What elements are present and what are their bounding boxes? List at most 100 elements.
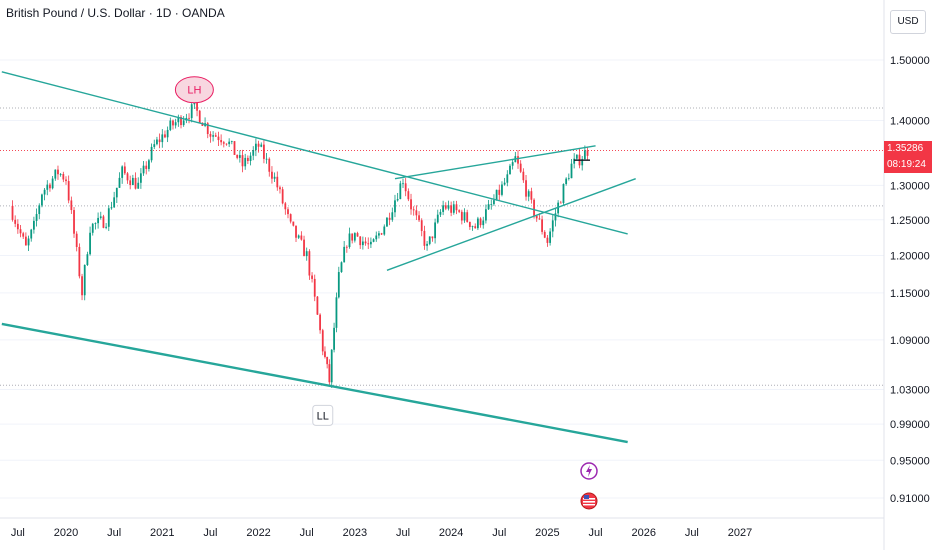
currency-selector[interactable]: USD — [890, 10, 926, 34]
candle-body — [372, 239, 375, 242]
ll-badge — [312, 404, 334, 426]
candle-body — [311, 275, 313, 279]
candle-body — [62, 174, 65, 180]
candle-body — [180, 116, 182, 126]
candle-body — [300, 235, 303, 240]
candle-body — [30, 229, 33, 239]
candle-body — [319, 314, 321, 331]
candle-body — [359, 236, 362, 246]
candle-body — [172, 120, 174, 126]
candle-body — [97, 217, 99, 224]
candle-body — [260, 144, 263, 147]
candle-body — [158, 139, 161, 143]
candle-body — [410, 199, 412, 210]
candle-body — [583, 150, 586, 160]
candle-body — [541, 219, 543, 232]
candle-body — [452, 204, 455, 213]
candle-body — [59, 174, 62, 175]
candle-body — [33, 220, 35, 230]
candle-body — [169, 120, 172, 130]
candle-body — [281, 189, 284, 204]
candle-body — [313, 278, 316, 297]
candle-body — [562, 184, 565, 204]
bar-countdown-label: 08:19:24 — [884, 157, 932, 173]
candle-body — [436, 214, 439, 223]
trendlines — [1, 71, 636, 444]
candle-body — [485, 209, 487, 221]
candle-body — [345, 246, 348, 248]
candle-body — [434, 222, 436, 239]
candle-body — [420, 220, 423, 231]
candle-body — [164, 134, 166, 138]
candle-body — [292, 221, 295, 226]
candle-body — [468, 221, 471, 227]
candle-body — [289, 214, 292, 222]
candle-body — [14, 219, 17, 224]
candle-body — [11, 205, 14, 220]
candle-body — [257, 143, 260, 147]
candle-body — [121, 166, 124, 178]
candle-body — [330, 349, 333, 383]
candle-body — [482, 220, 485, 226]
candle-body — [501, 184, 503, 195]
candle-body — [73, 210, 75, 234]
lightning-event-icon[interactable] — [580, 462, 598, 480]
candle-body — [284, 203, 287, 210]
candle-body — [328, 364, 331, 383]
candle-body — [305, 251, 308, 257]
candle-body — [246, 157, 249, 161]
candle-body — [89, 232, 91, 255]
candle-body — [495, 189, 498, 201]
trendline — [394, 145, 596, 180]
candle-body — [498, 189, 501, 195]
candle-body — [86, 254, 89, 266]
candle-body — [476, 218, 479, 229]
candle-body — [43, 189, 46, 195]
horizontal-levels — [0, 107, 884, 386]
time-tick-label: 2027 — [728, 527, 752, 539]
candle-body — [479, 218, 482, 226]
candle-body — [533, 199, 535, 216]
candle-body — [75, 233, 78, 247]
time-tick-label: 2024 — [439, 527, 463, 539]
candle-body — [273, 176, 276, 179]
us-flag-event-icon[interactable] — [580, 492, 598, 510]
candle-body — [463, 212, 466, 221]
current-price-label: 1.35286 — [884, 141, 932, 157]
candle-body — [142, 165, 145, 174]
candle-body — [166, 129, 169, 138]
candle-body — [511, 162, 514, 166]
candle-body — [565, 178, 568, 185]
price-tick-label: 0.91000 — [890, 493, 930, 505]
candle-body — [214, 135, 217, 137]
time-tick-label: Jul — [492, 527, 506, 539]
time-tick-label: Jul — [589, 527, 603, 539]
candle-body — [386, 217, 388, 227]
candle-body — [295, 225, 297, 238]
candle-body — [567, 178, 570, 179]
candle-body — [402, 183, 404, 185]
candle-body — [225, 143, 228, 145]
candle-body — [230, 141, 233, 142]
candle-body — [83, 265, 86, 296]
time-tick-label: 2026 — [631, 527, 655, 539]
candle-body — [233, 141, 236, 155]
candle-body — [110, 207, 113, 209]
lh-badge — [174, 76, 214, 104]
candle-body — [303, 239, 305, 257]
candle-body — [123, 166, 126, 174]
candle-body — [455, 204, 458, 211]
candle-body — [254, 143, 257, 151]
candle-body — [444, 205, 447, 209]
candle-body — [586, 150, 589, 156]
time-tick-label: 2023 — [343, 527, 367, 539]
candle-body — [244, 157, 247, 167]
candle-body — [458, 210, 461, 212]
candle-body — [65, 179, 67, 182]
candle-body — [115, 187, 118, 198]
candle-body — [118, 177, 121, 188]
candle-body — [575, 154, 578, 159]
candle-body — [113, 197, 116, 208]
candle-body — [538, 218, 541, 220]
